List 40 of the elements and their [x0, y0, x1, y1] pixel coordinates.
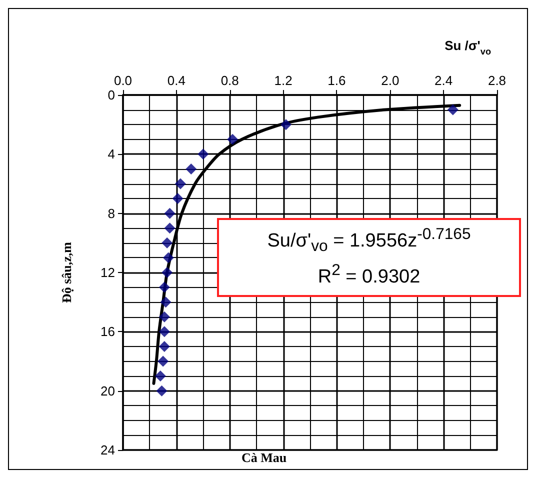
point — [158, 282, 170, 293]
point — [227, 134, 238, 145]
point — [186, 163, 197, 174]
point — [158, 326, 170, 338]
annotation: R$^{2}$ = 0.9302 — [316, 262, 422, 289]
note-box: Su/σ'$_{vo}$ = 1.9556z$^{-0.7165}$ R$^{2}$ = 0.9302 — [217, 218, 521, 297]
point — [158, 340, 170, 352]
point — [447, 104, 458, 116]
x-tick-label: 2.8 — [488, 73, 506, 88]
y-tick-label: 0 — [108, 88, 115, 102]
y-tick-label: 20 — [100, 383, 115, 398]
point — [162, 252, 174, 264]
point — [174, 178, 186, 190]
x-tick-label: 1.2 — [274, 73, 292, 88]
y-axis-title: Độ sâu,z,m — [59, 242, 74, 304]
y-tick-label: 16 — [100, 324, 115, 340]
x-tick-label: 2.4 — [434, 73, 453, 88]
point — [158, 356, 169, 367]
x-tick-label: 0.0 — [114, 73, 132, 88]
x-tick-label: 0.8 — [220, 73, 239, 88]
y-tick-label: 12 — [100, 265, 115, 280]
point — [172, 193, 184, 204]
point — [162, 237, 173, 248]
y-tick-label: 8 — [108, 206, 115, 221]
text: Cà Mau — [241, 450, 287, 465]
y-tick-label: 4 — [108, 146, 115, 162]
point — [158, 311, 170, 322]
point — [280, 119, 292, 130]
x-tick-label: 0.4 — [167, 73, 186, 88]
annotation: Su/σ'$_{vo}$ = 1.9556z$^{-0.7165}$ — [266, 226, 472, 256]
point — [154, 370, 166, 382]
point — [162, 267, 173, 278]
point — [156, 385, 168, 396]
point — [164, 208, 176, 219]
y-tick-label: 24 — [100, 442, 115, 458]
point — [198, 148, 209, 160]
x-tick-label: 1.6 — [328, 73, 346, 88]
point — [160, 296, 172, 308]
point — [164, 222, 176, 234]
x-tick-label: 2.0 — [381, 73, 400, 88]
